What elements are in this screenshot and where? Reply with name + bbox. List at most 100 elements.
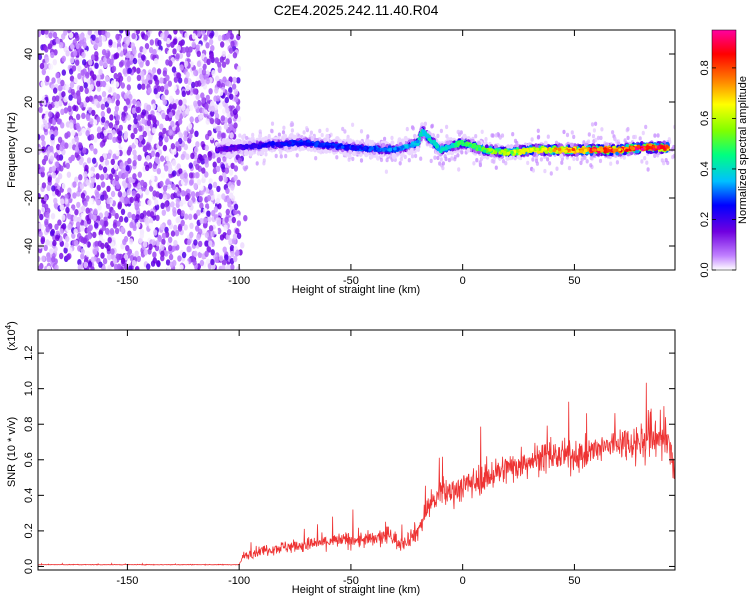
heat-cell <box>222 246 227 253</box>
heat-cell <box>494 165 498 170</box>
heat-cell <box>168 236 173 243</box>
heat-cell <box>45 75 50 83</box>
heat-cell <box>115 253 120 260</box>
heat-cell <box>73 77 79 84</box>
heat-cell <box>484 137 488 142</box>
heat-cell <box>134 200 139 208</box>
heat-cell <box>98 234 104 241</box>
heat-cell <box>142 145 148 153</box>
heat-cell <box>115 33 120 41</box>
heat-cell <box>51 185 56 192</box>
heat-cell <box>210 194 215 201</box>
heat-cell <box>193 100 198 107</box>
heat-cell <box>236 77 241 84</box>
heat-cell <box>208 178 213 185</box>
heat-cell <box>176 72 181 79</box>
heat-cell <box>162 144 168 152</box>
heat-cell <box>215 125 220 132</box>
heat-cell <box>157 49 162 56</box>
heat-cell <box>64 241 69 249</box>
heat-cell <box>100 30 106 36</box>
heat-cell <box>50 51 55 59</box>
heat-cell <box>110 158 116 166</box>
heat-cell <box>49 230 55 237</box>
heat-cell <box>641 130 645 136</box>
heat-cell <box>270 129 274 134</box>
heat-cell <box>167 80 172 87</box>
heat-cell <box>206 246 211 253</box>
heat-cell <box>232 108 238 116</box>
heat-cell <box>202 222 208 229</box>
heat-cell <box>171 66 177 73</box>
heat-cell <box>168 253 174 261</box>
heat-cell <box>229 244 235 252</box>
heat-cell <box>151 115 157 122</box>
heat-cell <box>233 255 238 263</box>
heat-cell <box>165 259 171 266</box>
heat-cell <box>142 47 147 54</box>
heat-cell <box>146 104 151 111</box>
heat-cell <box>96 126 102 133</box>
heat-cell <box>51 172 57 179</box>
heat-cell <box>96 85 102 92</box>
heat-cell <box>43 155 49 162</box>
heat-cell <box>100 252 105 259</box>
heat-cell <box>133 118 138 125</box>
heat-cell <box>196 60 202 68</box>
heat-cell <box>478 160 482 165</box>
heat-cell <box>74 176 79 183</box>
heat-cell <box>47 43 53 50</box>
heat-cell <box>132 149 137 156</box>
heat-cell <box>504 161 508 166</box>
heat-cell <box>117 201 123 208</box>
heat-cell <box>198 196 203 203</box>
heat-cell <box>567 165 572 171</box>
heat-cell <box>175 113 180 120</box>
heat-cell <box>175 197 180 205</box>
heat-cell <box>92 119 98 126</box>
heat-cell <box>71 65 77 72</box>
heat-cell <box>193 69 198 76</box>
heat-cell <box>77 73 82 80</box>
heat-cell <box>117 72 122 79</box>
heat-cell <box>193 213 198 220</box>
heat-cell <box>102 257 108 265</box>
heat-cell <box>59 252 64 260</box>
heat-cell <box>162 70 167 77</box>
heat-cell <box>51 256 56 263</box>
heat-cell <box>120 82 126 89</box>
heat-cell <box>112 222 118 229</box>
heat-cell <box>168 244 173 252</box>
heat-cell <box>188 199 193 206</box>
heat-cell <box>215 197 220 205</box>
heat-cell <box>124 216 129 223</box>
heat-cell <box>90 256 96 263</box>
heat-cell <box>210 110 215 117</box>
heat-cell <box>99 141 105 148</box>
heat-cell <box>257 150 261 156</box>
heat-cell <box>148 217 154 224</box>
heat-cell <box>100 103 106 111</box>
heat-cell <box>185 108 190 115</box>
heat-cell <box>168 103 174 110</box>
heat-cell <box>112 136 117 143</box>
heat-cell <box>164 114 170 122</box>
heat-cell <box>44 114 49 121</box>
heat-cell <box>38 222 42 230</box>
heat-cell <box>109 114 114 121</box>
heat-cell <box>136 106 142 113</box>
heat-cell <box>379 157 384 163</box>
heat-cell <box>172 48 177 55</box>
heat-cell <box>96 74 101 81</box>
heat-cell <box>113 72 118 80</box>
heat-cell <box>105 202 111 210</box>
heat-cell <box>633 134 638 140</box>
heat-cell <box>58 42 64 49</box>
heat-cell <box>63 96 68 103</box>
heat-cell <box>208 225 214 232</box>
heat-cell <box>108 133 113 140</box>
heat-cell <box>175 141 180 148</box>
heat-cell <box>513 138 518 144</box>
heat-cell <box>166 266 172 270</box>
heat-cell <box>100 194 105 201</box>
